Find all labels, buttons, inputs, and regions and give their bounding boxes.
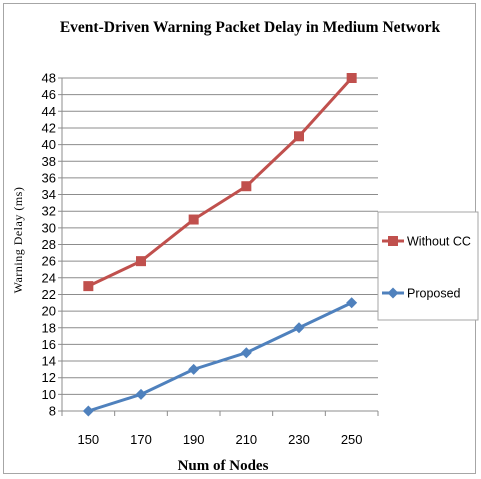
y-tick-label: 22 [42, 287, 56, 302]
legend-item: Proposed [382, 287, 461, 301]
y-tick-label: 34 [42, 187, 56, 202]
series-2 [82, 297, 358, 417]
y-tick-label: 30 [42, 220, 56, 235]
legend-marker [388, 236, 398, 246]
legend-label: Proposed [407, 287, 461, 301]
legend-label: Without CC [407, 235, 471, 249]
series-line [87, 76, 353, 288]
y-tick-label: 36 [42, 170, 56, 185]
y-tick-label: 10 [42, 387, 56, 402]
y-tick-label: 16 [42, 337, 56, 352]
x-tick-label: 190 [183, 432, 205, 447]
y-tick-label: 14 [42, 354, 56, 369]
y-tick-label: 20 [42, 304, 56, 319]
gridlines [58, 77, 378, 412]
data-point [83, 281, 94, 292]
legend-item: Without CC [382, 235, 471, 249]
legend-box [377, 211, 479, 321]
y-tick-label: 48 [42, 71, 56, 86]
data-point [188, 214, 199, 225]
data-point [346, 73, 357, 83]
y-tick-label: 12 [42, 370, 56, 385]
data-point [188, 363, 200, 375]
data-point [294, 131, 304, 142]
x-tick-label: 230 [288, 432, 310, 447]
data-point [293, 322, 305, 334]
x-axis-label: Num of Nodes [178, 458, 269, 474]
data-point [135, 388, 147, 400]
y-axis-label: Warning Delay (ms) [11, 187, 25, 294]
y-tick-label: 18 [42, 320, 56, 335]
series-line [87, 301, 353, 413]
x-tick-label: 150 [77, 432, 99, 447]
y-tick-label: 46 [42, 87, 56, 102]
series-layer [82, 73, 358, 417]
y-tick-label: 44 [42, 104, 56, 119]
y-tick-label: 32 [42, 204, 56, 219]
x-tick-label: 250 [341, 432, 363, 447]
y-tick-label: 38 [42, 154, 56, 169]
data-point [346, 297, 358, 309]
chart-title: Event-Driven Warning Packet Delay in Med… [60, 19, 441, 36]
y-tick-label: 26 [42, 254, 56, 269]
series-1 [83, 73, 357, 292]
y-tick-label: 42 [42, 120, 56, 135]
y-tick-label: 28 [42, 237, 56, 252]
data-point [240, 347, 252, 359]
y-tick-label: 24 [42, 270, 56, 285]
y-tick-label: 40 [42, 137, 56, 152]
x-tick-label: 170 [130, 432, 152, 447]
x-tick-label: 210 [235, 432, 257, 447]
data-point [241, 181, 252, 192]
y-tick-label: 8 [49, 404, 56, 419]
x-axis-ticks: 150 170 190 210 230 250 [61, 411, 379, 447]
legend-marker [387, 287, 399, 299]
data-point [136, 256, 146, 267]
legend: Without CC Proposed [377, 211, 479, 321]
data-point [82, 405, 94, 417]
